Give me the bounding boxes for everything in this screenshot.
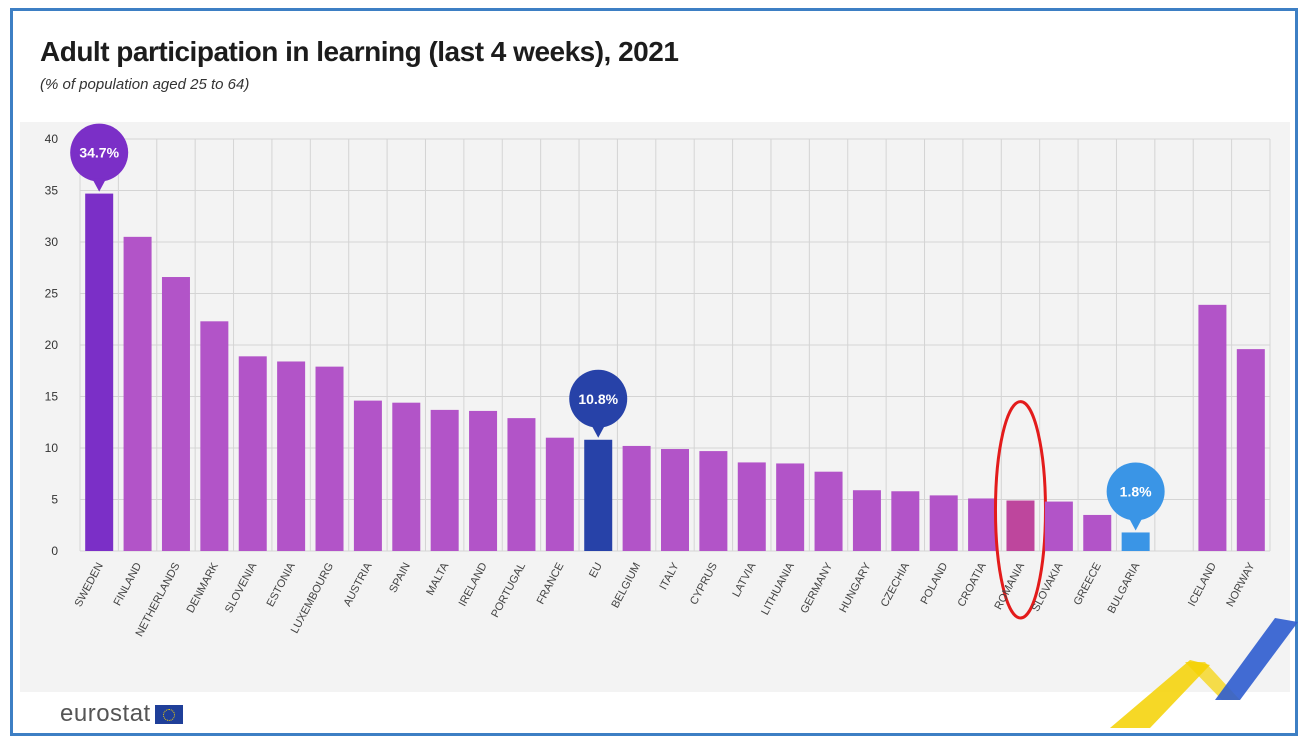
x-tick-label: PORTUGAL [489,561,528,620]
eu-flag-icon [154,704,183,724]
x-tick-label: EU [587,561,605,580]
bar-lithuania [776,463,805,551]
x-tick-label: FINLAND [112,561,145,608]
x-tick-label: SLOVENIA [223,560,260,615]
callout-label: 1.8% [1120,483,1152,499]
x-tick-label: MALTA [424,560,451,597]
x-tick-label: NORWAY [1224,560,1257,609]
x-tick-label: DENMARK [185,560,222,615]
x-tick-label: BULGARIA [1106,560,1143,615]
callout-bubble [1106,462,1165,521]
x-tick-label: POLAND [919,561,951,607]
y-tick-label: 30 [45,235,59,249]
x-tick-label: ROMANIA [992,560,1027,612]
callout-label: 34.7% [79,145,119,161]
x-tick-label: LUXEMBOURG [289,561,336,636]
callout-pointer [1128,517,1143,531]
x-tick-label: CYPRUS [688,561,720,607]
y-tick-label: 15 [45,390,59,404]
y-tick-label: 20 [45,338,59,352]
callout-sweden: 34.7% [70,123,129,192]
x-tick-label: HUNGARY [837,560,874,615]
x-tick-label: ICELAND [1186,561,1219,609]
bars [85,193,1265,620]
callout-pointer [591,424,606,438]
bar-netherlands [161,277,190,551]
bar-denmark [200,321,229,551]
x-tick-label: GERMANY [798,560,835,615]
bar-bulgaria [1121,532,1150,551]
chart-subtitle: (% of population aged 25 to 64) [40,76,250,93]
callout-pointer [92,178,107,192]
bar-malta [430,409,459,551]
x-tick-label: LITHUANIA [759,560,797,617]
x-tick-label: CROATIA [956,560,989,609]
bar-greece [1083,514,1112,551]
highlight-overlay [1006,500,1035,551]
deco-yellow-stroke [1110,660,1210,728]
y-tick-label: 35 [45,184,59,198]
eurostat-logo-text: eurostat [60,700,151,727]
callout-bulgaria: 1.8% [1106,462,1165,531]
callout-bubble [70,123,129,182]
bar-france [545,437,574,551]
bar-iceland [1198,304,1227,551]
bar-spain [392,402,421,551]
bar-sweden [85,193,114,551]
bar-latvia [737,462,766,551]
bar-estonia [277,361,306,551]
x-tick-label: FRANCE [535,561,567,607]
x-tick-label: SPAIN [387,561,413,595]
y-axis: 0 5 10 15 20 25 30 35 40 [45,132,59,558]
bar-czechia [891,491,920,551]
bar-slovakia [1044,501,1073,551]
bar-romania [1006,500,1035,551]
bar-finland [123,236,152,551]
bar-poland [929,495,958,551]
x-tick-label: LATVIA [730,560,758,599]
y-tick-label: 0 [51,544,58,558]
bar-eu [584,439,613,551]
x-tick-label: BELGIUM [609,561,643,610]
bar-slovenia [238,356,267,551]
x-tick-label: ITALY [657,560,681,592]
deco-blue-stroke [1215,618,1298,700]
chart-title: Adult participation in learning (last 4 … [40,36,679,67]
bar-croatia [968,498,997,551]
y-tick-label: 10 [45,441,59,455]
x-tick-label: CZECHIA [879,560,913,609]
bar-norway [1236,349,1265,551]
bar-luxembourg [315,366,344,551]
callout-label: 10.8% [578,391,618,407]
callout-bubble [569,369,628,428]
bar-hungary [852,490,881,551]
bar-portugal [507,418,536,551]
callout-eu: 10.8% [569,369,628,438]
eurostat-logo: eurostat [60,700,183,728]
bar-cyprus [699,451,728,551]
bar-germany [814,471,843,551]
bar-ireland [469,410,498,551]
bar-italy [661,449,689,551]
callouts: 34.7% 10.8% 1.8% [70,123,1165,531]
decorative-chevron [1110,618,1298,728]
x-tick-label: ESTONIA [265,560,298,609]
x-tick-label: AUSTRIA [342,560,375,608]
bar-belgium [622,445,651,551]
y-tick-label: 25 [45,287,59,301]
y-tick-label: 40 [45,132,59,146]
x-tick-label: SWEDEN [73,561,106,609]
x-tick-label: SLOVAKIA [1030,560,1066,614]
x-tick-label: IRELAND [457,561,490,609]
y-tick-label: 5 [51,493,58,507]
x-tick-label: GREECE [1071,561,1103,608]
bar-austria [353,400,382,551]
